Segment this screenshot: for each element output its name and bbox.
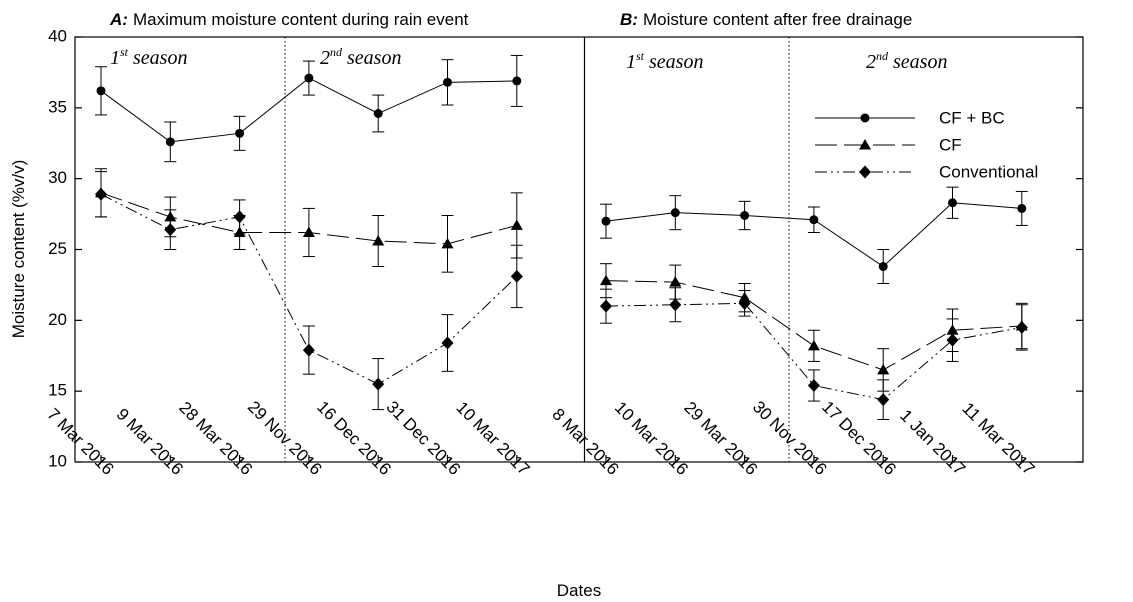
data-point-diamond bbox=[600, 299, 612, 313]
season-b2-text: season bbox=[888, 51, 947, 73]
panel-a-title: A: Maximum moisture content during rain e… bbox=[109, 10, 469, 29]
data-point-circle bbox=[1017, 203, 1027, 213]
y-tick-label: 30 bbox=[48, 168, 67, 187]
data-point-diamond bbox=[372, 377, 385, 391]
data-point-circle bbox=[96, 86, 106, 96]
data-point-triangle bbox=[372, 235, 385, 246]
panel-b-title: B: Moisture content after free drainage bbox=[620, 10, 912, 29]
data-point-circle bbox=[443, 77, 452, 87]
legend-label: CF + BC bbox=[939, 108, 1005, 127]
data-point-diamond bbox=[302, 343, 315, 357]
season-a2-text: season bbox=[342, 47, 401, 69]
legend-label: CF bbox=[939, 135, 962, 154]
legend-label: Conventional bbox=[939, 162, 1038, 181]
series-conventional-panel-a bbox=[95, 171, 523, 411]
season-b1-sup: st bbox=[636, 49, 645, 63]
x-tick-label: 9 Mar 2016 bbox=[113, 405, 187, 479]
data-point-triangle bbox=[600, 274, 612, 286]
x-tick-label: 1 Jan 2017 bbox=[896, 406, 969, 479]
data-point-circle bbox=[512, 76, 522, 86]
data-point-diamond bbox=[510, 269, 523, 283]
data-point-circle bbox=[601, 216, 611, 226]
data-point-circle bbox=[304, 73, 314, 83]
series-conventional-panel-b bbox=[600, 287, 1028, 420]
x-tick-label: 8 Mar 2016 bbox=[548, 405, 622, 479]
panel-b-letter: B: bbox=[620, 10, 638, 29]
season-b1-text: season bbox=[644, 51, 703, 73]
data-point-diamond bbox=[164, 223, 177, 237]
data-point-triangle bbox=[441, 237, 454, 249]
data-point-triangle bbox=[510, 219, 523, 230]
data-point-triangle bbox=[302, 226, 315, 237]
series-cf-panel-a bbox=[95, 168, 523, 273]
data-point-circle bbox=[373, 109, 383, 118]
legend-entry: CF bbox=[815, 135, 962, 154]
season-a2-sup: nd bbox=[330, 45, 343, 59]
y-tick-label: 35 bbox=[48, 97, 67, 116]
data-point-diamond bbox=[738, 296, 751, 310]
y-tick-label: 25 bbox=[48, 239, 67, 258]
x-tick-label: 31 Dec 2016 bbox=[383, 397, 465, 479]
season-label-a2: 2nd season bbox=[320, 45, 401, 69]
panel-a-title-text: Maximum moisture content during rain eve… bbox=[133, 10, 469, 29]
data-point-diamond bbox=[1015, 320, 1028, 334]
y-tick-label: 20 bbox=[48, 310, 67, 329]
season-b2-num: 2 bbox=[866, 51, 876, 73]
legend-entry: CF + BC bbox=[815, 108, 1005, 127]
legend: CF + BC CF Conventional bbox=[815, 108, 1038, 181]
season-label-b1: 1st season bbox=[626, 49, 703, 73]
data-point-triangle bbox=[877, 363, 890, 375]
season-label-a1: 1st season bbox=[110, 45, 187, 69]
data-point-diamond bbox=[859, 165, 871, 179]
data-point-triangle bbox=[669, 276, 682, 287]
data-point-diamond bbox=[669, 298, 682, 312]
season-b1-num: 1 bbox=[626, 51, 636, 73]
data-point-circle bbox=[809, 215, 819, 225]
plot-frame bbox=[74, 36, 1084, 463]
series-cf-bc-panel-a bbox=[95, 54, 523, 163]
x-tick-label: 11 Mar 2017 bbox=[958, 399, 1038, 479]
y-tick-label: 10 bbox=[48, 451, 67, 470]
data-point-circle bbox=[948, 198, 957, 208]
season-a1-text: season bbox=[128, 47, 187, 69]
data-point-triangle bbox=[859, 139, 871, 150]
panel-a-letter: A: bbox=[109, 10, 128, 29]
data-point-triangle bbox=[807, 339, 820, 351]
data-point-diamond bbox=[95, 187, 107, 201]
data-point-circle bbox=[878, 262, 888, 271]
data-point-circle bbox=[165, 137, 175, 147]
data-point-diamond bbox=[807, 379, 820, 392]
plot-border bbox=[74, 36, 1084, 463]
panel-b-title-text: Moisture content after free drainage bbox=[643, 10, 912, 29]
data-point-diamond bbox=[233, 210, 246, 224]
x-tick-label: 10 Mar 2017 bbox=[452, 398, 533, 479]
season-a2-num: 2 bbox=[320, 47, 330, 69]
season-b2-sup: nd bbox=[876, 49, 889, 63]
y-axis-title: Moisture content (%v/v) bbox=[9, 160, 28, 339]
season-label-b2: 2nd season bbox=[866, 49, 947, 73]
data-point-diamond bbox=[877, 393, 890, 407]
legend-entry: Conventional bbox=[815, 162, 1038, 181]
season-a1-num: 1 bbox=[110, 47, 120, 69]
series-cf-bc-panel-b bbox=[600, 186, 1028, 284]
data-point-diamond bbox=[441, 336, 454, 350]
y-tick-label: 15 bbox=[48, 381, 67, 400]
data-point-circle bbox=[235, 128, 245, 138]
data-point-circle bbox=[860, 113, 870, 123]
data-point-diamond bbox=[946, 333, 959, 347]
data-point-circle bbox=[670, 208, 680, 218]
x-tick-label: 17 Dec 2016 bbox=[818, 397, 900, 479]
y-axis-ticks: 10 15 20 25 30 35 40 bbox=[48, 26, 1083, 470]
x-tick-label: 10 Mar 2016 bbox=[611, 398, 692, 479]
season-a1-sup: st bbox=[120, 45, 129, 59]
data-point-circle bbox=[740, 211, 750, 220]
x-axis-title: Dates bbox=[557, 581, 601, 600]
series-layer bbox=[95, 54, 1028, 420]
y-tick-label: 40 bbox=[48, 26, 67, 45]
